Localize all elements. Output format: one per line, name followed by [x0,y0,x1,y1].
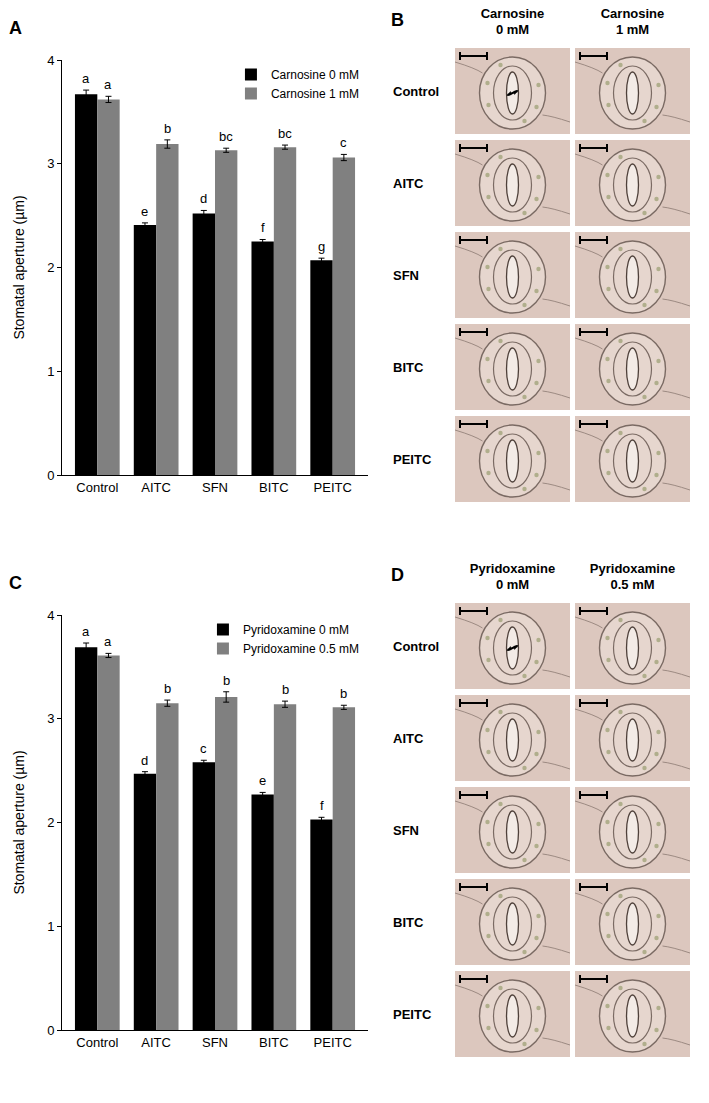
svg-text:a: a [104,77,112,92]
svg-text:b: b [340,686,347,701]
svg-text:Control: Control [393,84,439,99]
svg-text:BITC: BITC [259,480,289,495]
svg-text:PEITC: PEITC [314,1035,352,1050]
svg-text:3: 3 [47,711,54,726]
svg-text:Control: Control [76,1035,118,1050]
svg-text:Carnosine: Carnosine [481,6,545,21]
svg-text:Carnosine 0 mM: Carnosine 0 mM [271,68,359,82]
svg-text:BITC: BITC [393,360,424,375]
svg-text:Stomatal aperture (µm): Stomatal aperture (µm) [11,195,27,339]
svg-text:BITC: BITC [393,915,424,930]
svg-text:2: 2 [47,815,54,830]
svg-text:a: a [82,624,90,639]
svg-text:g: g [318,239,325,254]
svg-text:b: b [164,121,171,136]
svg-text:0.5 mM: 0.5 mM [610,577,654,592]
svg-text:3: 3 [47,156,54,171]
svg-text:A: A [9,18,22,38]
svg-text:Stomatal aperture (µm): Stomatal aperture (µm) [11,750,27,894]
svg-text:D: D [391,565,404,585]
svg-text:e: e [141,204,148,219]
svg-text:f: f [320,798,324,813]
svg-text:B: B [391,10,404,30]
svg-text:bc: bc [219,129,233,144]
svg-text:b: b [223,673,230,688]
svg-text:c: c [340,135,347,150]
svg-text:bc: bc [278,126,292,141]
svg-text:PEITC: PEITC [393,1007,432,1022]
svg-text:c: c [200,741,207,756]
svg-text:SFN: SFN [393,823,419,838]
svg-text:a: a [82,71,90,86]
svg-text:Carnosine: Carnosine [601,6,665,21]
svg-text:AITC: AITC [393,176,424,191]
svg-text:Pyridoxamine: Pyridoxamine [470,561,555,576]
svg-text:SFN: SFN [393,268,419,283]
svg-text:0: 0 [47,1023,54,1038]
svg-text:Pyridoxamine 0 mM: Pyridoxamine 0 mM [243,623,349,637]
svg-text:1 mM: 1 mM [616,22,649,37]
svg-text:Carnosine 1 mM: Carnosine 1 mM [271,87,359,101]
svg-text:b: b [282,682,289,697]
svg-text:1: 1 [47,364,54,379]
svg-text:f: f [261,220,265,235]
svg-text:0 mM: 0 mM [496,22,529,37]
svg-text:SFN: SFN [202,480,228,495]
svg-text:1: 1 [47,919,54,934]
svg-text:PEITC: PEITC [393,452,432,467]
svg-text:C: C [9,573,22,593]
svg-text:Pyridoxamine 0.5 mM: Pyridoxamine 0.5 mM [243,642,359,656]
svg-text:0: 0 [47,468,54,483]
svg-text:AITC: AITC [141,480,171,495]
svg-text:b: b [164,681,171,696]
svg-text:0 mM: 0 mM [496,577,529,592]
svg-text:Control: Control [393,639,439,654]
svg-text:4: 4 [47,53,54,68]
svg-text:d: d [200,191,207,206]
svg-text:AITC: AITC [393,731,424,746]
svg-text:e: e [259,773,266,788]
svg-text:a: a [104,634,112,649]
svg-text:d: d [141,753,148,768]
svg-text:Control: Control [76,480,118,495]
svg-text:AITC: AITC [141,1035,171,1050]
svg-text:PEITC: PEITC [314,480,352,495]
svg-text:SFN: SFN [202,1035,228,1050]
svg-text:BITC: BITC [259,1035,289,1050]
svg-text:4: 4 [47,608,54,623]
svg-text:Pyridoxamine: Pyridoxamine [590,561,675,576]
svg-text:2: 2 [47,260,54,275]
